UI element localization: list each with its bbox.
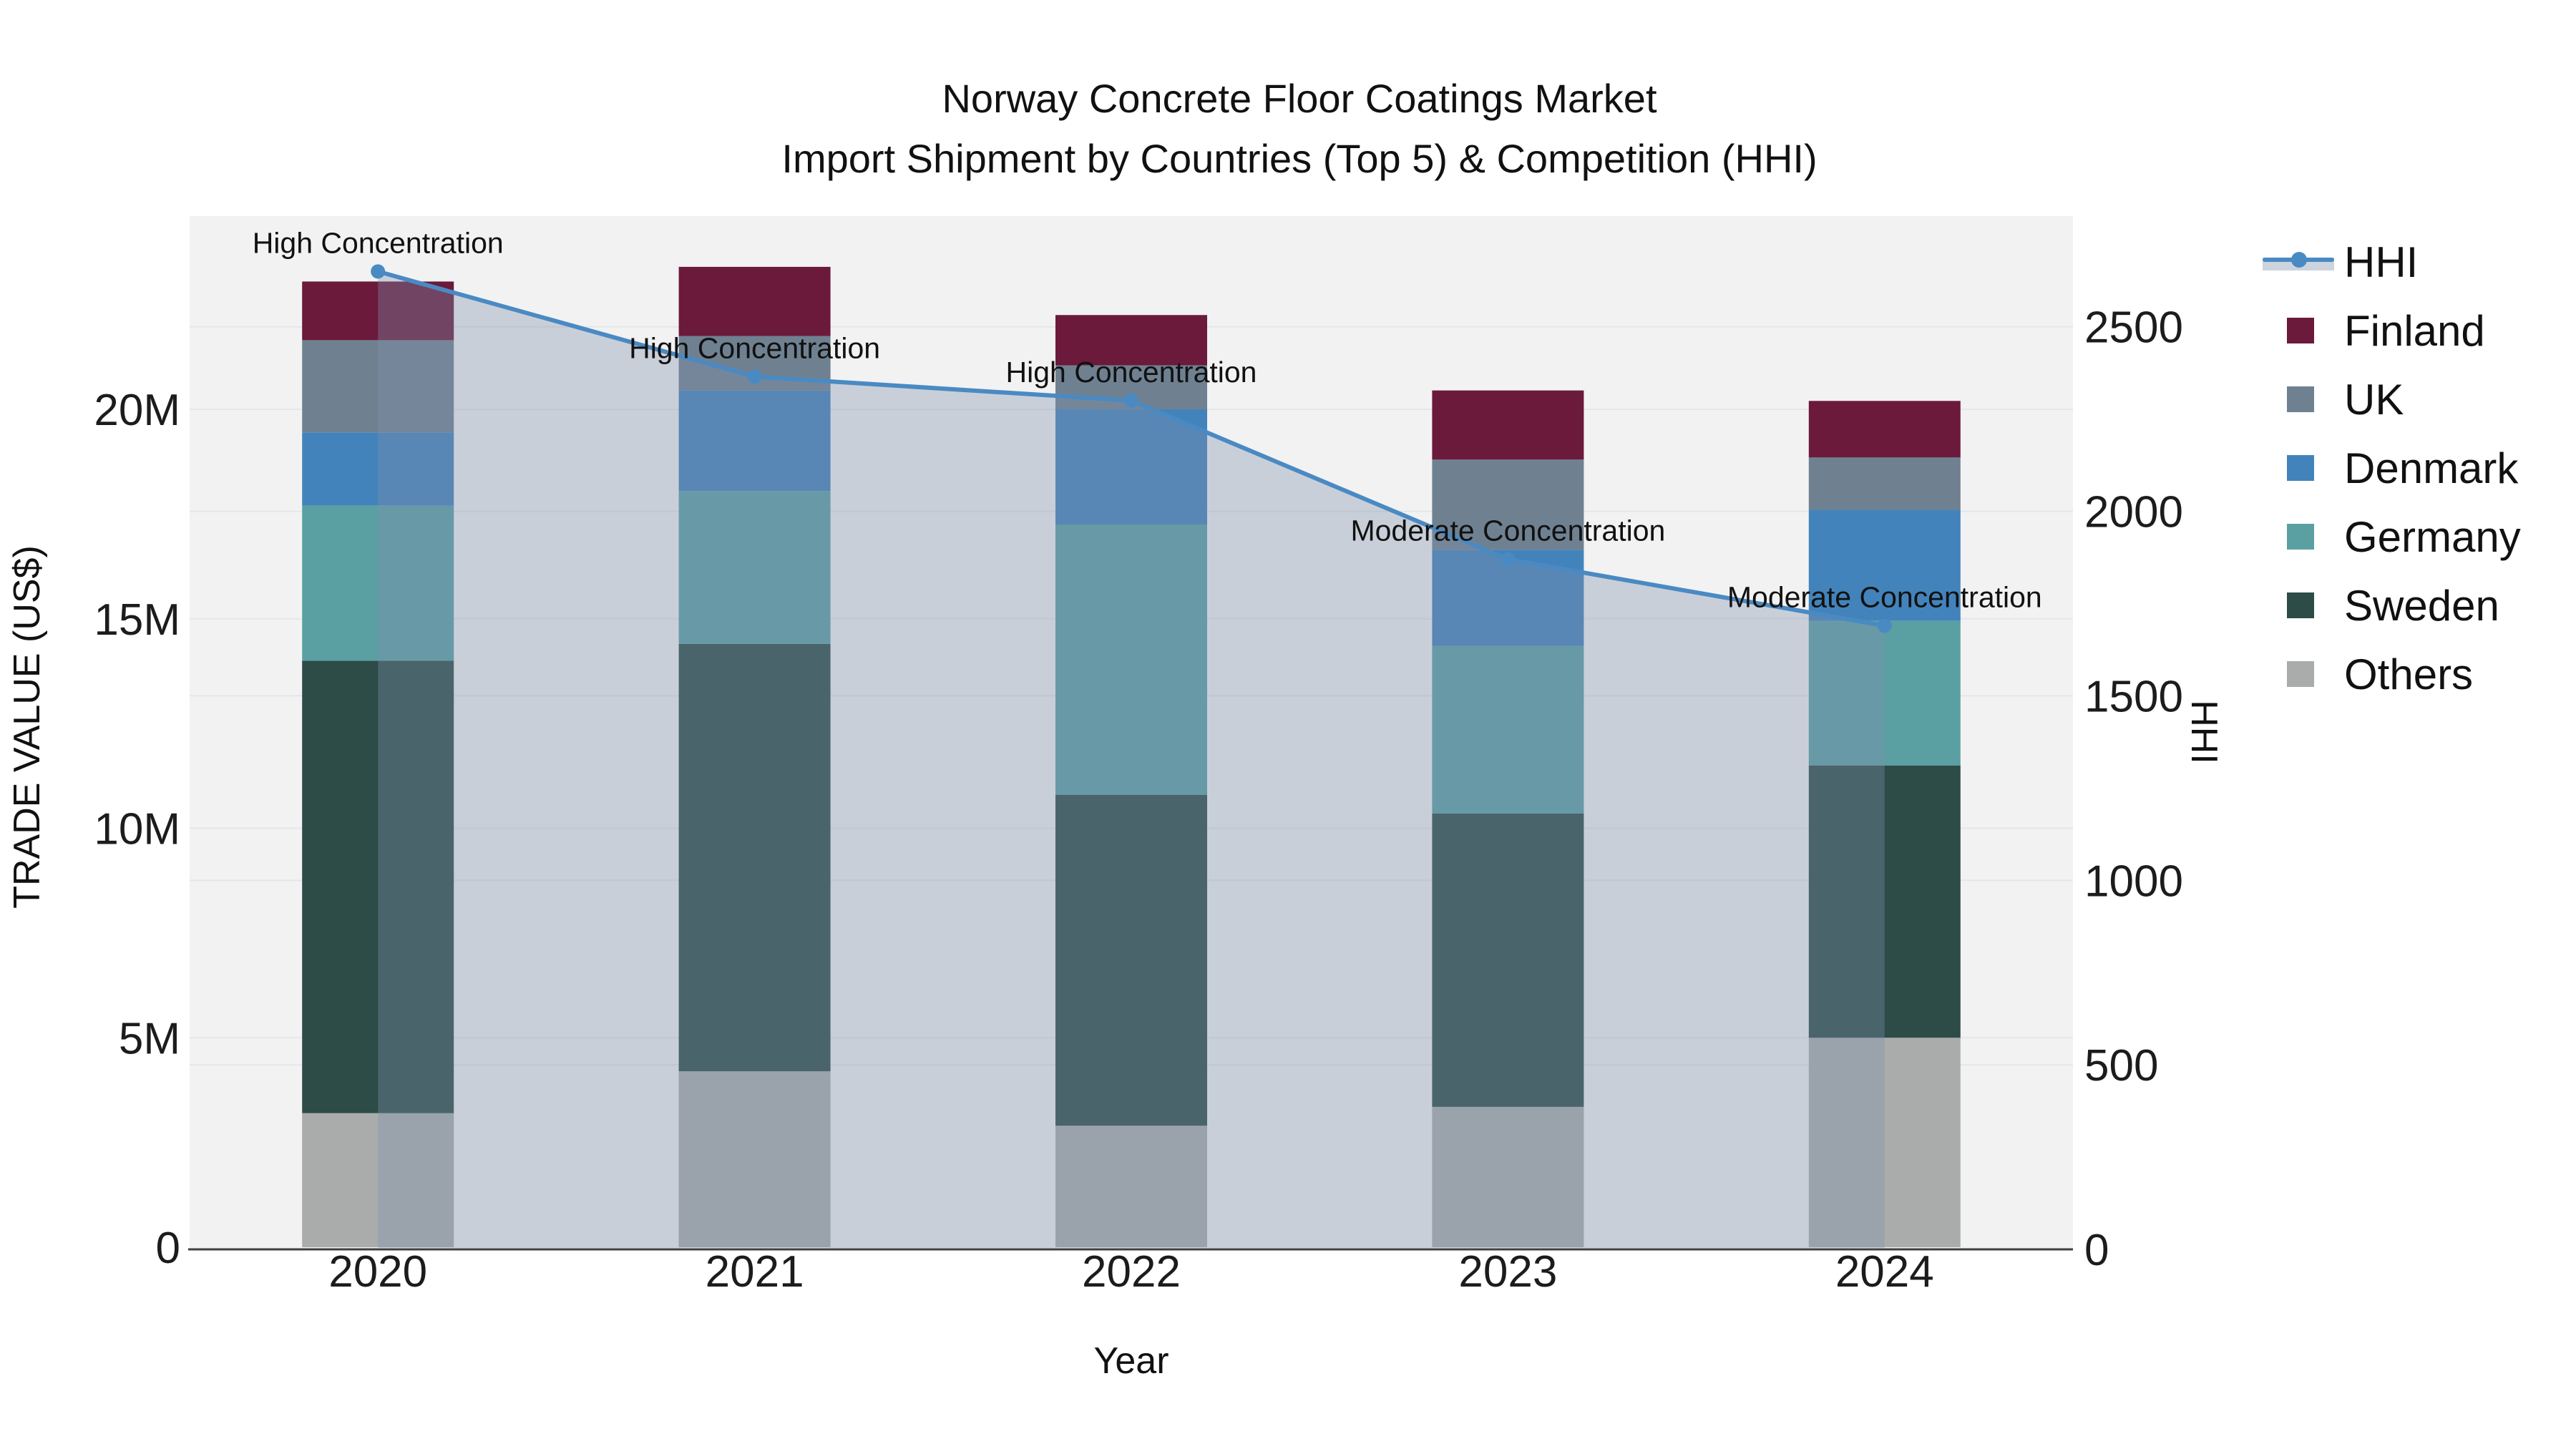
bar-segment-sweden-2021 (678, 643, 831, 1072)
bar-segment-germany-2022 (1055, 525, 1207, 795)
finland-swatch-icon (2261, 305, 2336, 356)
x-tick-label-2022: 2022 (1082, 1247, 1181, 1297)
others-swatch-icon (2261, 648, 2336, 700)
x-tick-label-2024: 2024 (1835, 1247, 1934, 1297)
y-right-tick-2500: 2500 (2084, 303, 2183, 353)
bar-segment-sweden-2023 (1432, 814, 1584, 1107)
bar-segment-denmark-2021 (678, 390, 831, 492)
legend-item-hhi[interactable]: HHI (2261, 236, 2521, 288)
annotation-2022: High Concentration (1006, 356, 1257, 389)
y-right-tick-1500: 1500 (2084, 672, 2183, 721)
legend-label: UK (2344, 375, 2404, 424)
y-right-tick-1000: 1000 (2084, 857, 2183, 906)
chart-title-line1: Norway Concrete Floor Coatings Market (942, 76, 1657, 121)
bar-segment-denmark-2022 (1055, 409, 1207, 525)
legend-item-germany[interactable]: Germany (2261, 511, 2521, 562)
y-axis-title-left: TRADE VALUE (US$) (6, 545, 48, 909)
hhi-marker-2023 (1501, 552, 1516, 567)
bar-segment-others-2023 (1432, 1106, 1584, 1247)
y-right-tick-500: 500 (2084, 1041, 2158, 1091)
bar-segment-finland-2020 (302, 281, 454, 341)
legend-item-sweden[interactable]: Sweden (2261, 580, 2521, 631)
bar-segment-germany-2023 (1432, 645, 1584, 814)
x-tick-label-2023: 2023 (1458, 1247, 1557, 1297)
bar-segment-germany-2024 (1808, 620, 1961, 766)
y-left-tick-0: 0 (156, 1224, 180, 1273)
uk-swatch-icon (2261, 374, 2336, 425)
hhi-marker-2020 (371, 264, 386, 279)
annotation-2020: High Concentration (253, 226, 504, 259)
hhi-marker-2024 (1877, 618, 1892, 633)
legend: HHI Finland UK Denmark Germany Sweden Others (2261, 236, 2521, 700)
bar-segment-sweden-2022 (1055, 794, 1207, 1126)
annotation-2021: High Concentration (629, 331, 880, 364)
legend-label: Germany (2344, 512, 2521, 561)
bar-segment-finland-2021 (678, 266, 831, 336)
bar-segment-others-2024 (1808, 1038, 1961, 1247)
hhi-line-icon (2261, 236, 2336, 288)
y-right-tick-2000: 2000 (2084, 488, 2183, 537)
germany-swatch-icon (2261, 511, 2336, 562)
legend-label: Finland (2344, 306, 2485, 355)
y-left-tick-20M: 20M (94, 386, 180, 435)
chart-title: Norway Concrete Floor Coatings Market Im… (781, 69, 1817, 189)
legend-label: Others (2344, 650, 2474, 698)
bar-segment-others-2022 (1055, 1126, 1207, 1247)
legend-item-finland[interactable]: Finland (2261, 305, 2521, 356)
bar-segment-sweden-2020 (302, 660, 454, 1113)
bar-segment-uk-2024 (1808, 457, 1961, 510)
x-axis-title: Year (1093, 1340, 1169, 1382)
legend-item-uk[interactable]: UK (2261, 374, 2521, 425)
bar-segment-sweden-2024 (1808, 765, 1961, 1038)
y-left-tick-5M: 5M (119, 1014, 180, 1063)
sweden-swatch-icon (2261, 580, 2336, 631)
annotation-2024: Moderate Concentration (1727, 580, 2042, 613)
bar-segment-finland-2022 (1055, 315, 1207, 366)
bar-segment-denmark-2020 (302, 432, 454, 506)
x-tick-label-2021: 2021 (706, 1247, 804, 1297)
bar-segment-denmark-2024 (1808, 509, 1961, 621)
legend-item-denmark[interactable]: Denmark (2261, 442, 2521, 494)
hhi-marker-2021 (747, 369, 762, 384)
bar-segment-finland-2024 (1808, 401, 1961, 458)
denmark-swatch-icon (2261, 442, 2336, 494)
x-tick-label-2020: 2020 (328, 1247, 427, 1297)
bar-segment-uk-2020 (302, 340, 454, 433)
bar-segment-germany-2021 (678, 491, 831, 644)
legend-label: Sweden (2344, 581, 2499, 630)
y-axis-title-right: HHI (2183, 700, 2225, 764)
hhi-marker-2022 (1124, 393, 1138, 408)
bar-segment-germany-2020 (302, 505, 454, 661)
annotation-2023: Moderate Concentration (1350, 514, 1665, 547)
y-left-tick-15M: 15M (94, 595, 180, 645)
legend-label: HHI (2344, 238, 2419, 286)
bar-segment-finland-2023 (1432, 390, 1584, 460)
bar-segment-others-2021 (678, 1071, 831, 1247)
hhi-area-fill (378, 271, 1885, 1248)
bar-segment-uk-2023 (1432, 459, 1584, 550)
y-left-tick-10M: 10M (94, 805, 180, 854)
legend-label: Denmark (2344, 444, 2519, 492)
legend-item-others[interactable]: Others (2261, 648, 2521, 700)
bar-segment-others-2020 (302, 1113, 454, 1247)
chart-title-line2: Import Shipment by Countries (Top 5) & C… (781, 136, 1818, 181)
y-right-tick-0: 0 (2084, 1226, 2109, 1275)
